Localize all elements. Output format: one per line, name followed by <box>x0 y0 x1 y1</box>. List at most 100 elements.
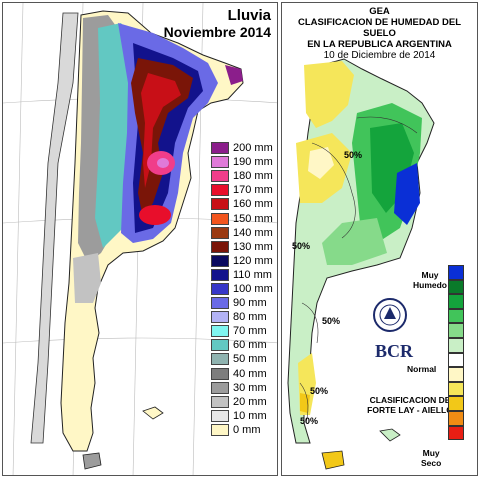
legend-swatch <box>211 212 229 225</box>
soil-moisture-title: GEA CLASIFICACION DE HUMEDAD DEL SUELO E… <box>282 6 477 61</box>
legend-swatch <box>211 353 229 366</box>
legend-swatch <box>211 311 229 324</box>
rain-zone-170mm <box>139 205 171 225</box>
legend-label: 40 mm <box>233 367 267 380</box>
legend-label: 50 mm <box>233 353 267 366</box>
legend-row: 160 mm <box>211 197 273 211</box>
legend-label: 100 mm <box>233 282 273 295</box>
legend-row: 80 mm <box>211 310 273 324</box>
legend-row: 170 mm <box>211 183 273 197</box>
legend-row: 140 mm <box>211 226 273 240</box>
legend-label: 20 mm <box>233 395 267 408</box>
legend-swatch <box>211 381 229 394</box>
legend-label: 30 mm <box>233 381 267 394</box>
legend-swatch <box>211 142 229 155</box>
contour-label: 50% <box>310 386 329 396</box>
legend-swatch <box>448 337 464 353</box>
legend-label: 120 mm <box>233 254 273 267</box>
tierra-del-fuego <box>82 452 102 470</box>
legend-swatch <box>211 282 229 295</box>
legend-row: 130 mm <box>211 240 273 254</box>
legend-label: 140 mm <box>233 226 273 239</box>
legend-swatch <box>448 294 464 309</box>
contour-lines <box>299 116 418 424</box>
legend-swatch <box>211 409 229 422</box>
legend-bottom-label: Muy Seco <box>421 448 441 468</box>
legend-swatch <box>211 423 229 436</box>
soil-moisture-legend <box>448 265 464 441</box>
legend-swatch <box>448 265 464 280</box>
contour-label: 50% <box>344 150 363 160</box>
legend-label: 80 mm <box>233 311 267 324</box>
neighbor-country <box>30 12 79 444</box>
moisture-zone-slightly-dry <box>308 147 334 179</box>
legend-label: 90 mm <box>233 297 267 310</box>
bcr-seal-logo <box>373 298 407 332</box>
legend-swatch <box>211 198 229 211</box>
legend-label: 10 mm <box>233 409 267 422</box>
rainfall-map <box>3 3 277 475</box>
legend-label: 190 mm <box>233 156 273 169</box>
moisture-zone-very-dry <box>300 393 310 413</box>
soil-moisture-map <box>287 58 435 470</box>
legend-row: 180 mm <box>211 169 273 183</box>
rainfall-title-line2: Noviembre 2014 <box>163 24 271 40</box>
soil-moisture-map-panel: GEA CLASIFICACION DE HUMEDAD DEL SUELO E… <box>281 2 478 476</box>
legend-top-label-line1: Muy <box>421 270 439 280</box>
legend-row: 50 mm <box>211 352 273 366</box>
legend-swatch <box>211 367 229 380</box>
legend-row: 0 mm <box>211 423 273 437</box>
legend-row: 70 mm <box>211 324 273 338</box>
legend-row: 190 mm <box>211 155 273 169</box>
legend-swatch <box>211 240 229 253</box>
legend-swatch <box>448 425 464 441</box>
contour-label: 50% <box>300 416 319 426</box>
legend-top-label-line2: Humedo <box>413 280 447 290</box>
bcr-logo-text: BCR <box>375 341 414 361</box>
contour-label: 50% <box>292 241 311 251</box>
legend-row: 150 mm <box>211 211 273 225</box>
legend-row: 60 mm <box>211 338 273 352</box>
org-name: GEA <box>369 6 390 17</box>
legend-swatch <box>448 323 464 338</box>
legend-swatch <box>211 170 229 183</box>
moisture-zone-saturated <box>394 163 420 225</box>
legend-label: 110 mm <box>233 268 272 281</box>
legend-label: 180 mm <box>233 170 273 183</box>
legend-label: 60 mm <box>233 339 267 352</box>
legend-swatch <box>211 254 229 267</box>
method-line2: FORTE LAY - AIELLO <box>367 405 453 415</box>
legend-swatch <box>211 297 229 310</box>
legend-row: 20 mm <box>211 395 273 409</box>
rainfall-title-line1: Lluvia <box>227 7 271 24</box>
legend-label: 160 mm <box>233 198 273 211</box>
legend-label: 0 mm <box>233 423 261 436</box>
legend-swatch <box>448 308 464 324</box>
legend-row: 110 mm <box>211 268 273 282</box>
contour-label: 50% <box>322 316 341 326</box>
legend-row: 200 mm <box>211 141 273 155</box>
legend-label: 200 mm <box>233 142 273 155</box>
legend-swatch <box>448 396 464 411</box>
legend-swatch <box>211 395 229 408</box>
rain-zone-190mm <box>157 158 169 168</box>
legend-swatch <box>211 325 229 338</box>
rainfall-title: Lluvia Noviembre 2014 <box>164 7 271 41</box>
legend-row: 100 mm <box>211 282 273 296</box>
legend-label: 130 mm <box>233 240 273 253</box>
method-line1: CLASIFICACION DE <box>369 395 451 405</box>
moisture-zone-dry <box>304 61 354 128</box>
tierra-del-fuego <box>321 450 345 470</box>
legend-top-label: Muy Humedo <box>413 270 447 290</box>
legend-bottom-label-line1: Muy <box>422 448 440 458</box>
title-line1: CLASIFICACION DE HUMEDAD DEL SUELO <box>297 17 462 39</box>
legend-swatch <box>211 268 229 281</box>
legend-swatch <box>211 339 229 352</box>
classification-method: CLASIFICACION DE FORTE LAY - AIELLO <box>367 395 453 415</box>
moisture-zone-moist <box>322 218 387 265</box>
legend-swatch <box>448 279 464 295</box>
rain-zone-20mm <box>73 253 101 303</box>
legend-mid-label: Normal <box>407 364 437 374</box>
legend-swatch <box>448 367 464 382</box>
legend-swatch <box>448 381 464 397</box>
